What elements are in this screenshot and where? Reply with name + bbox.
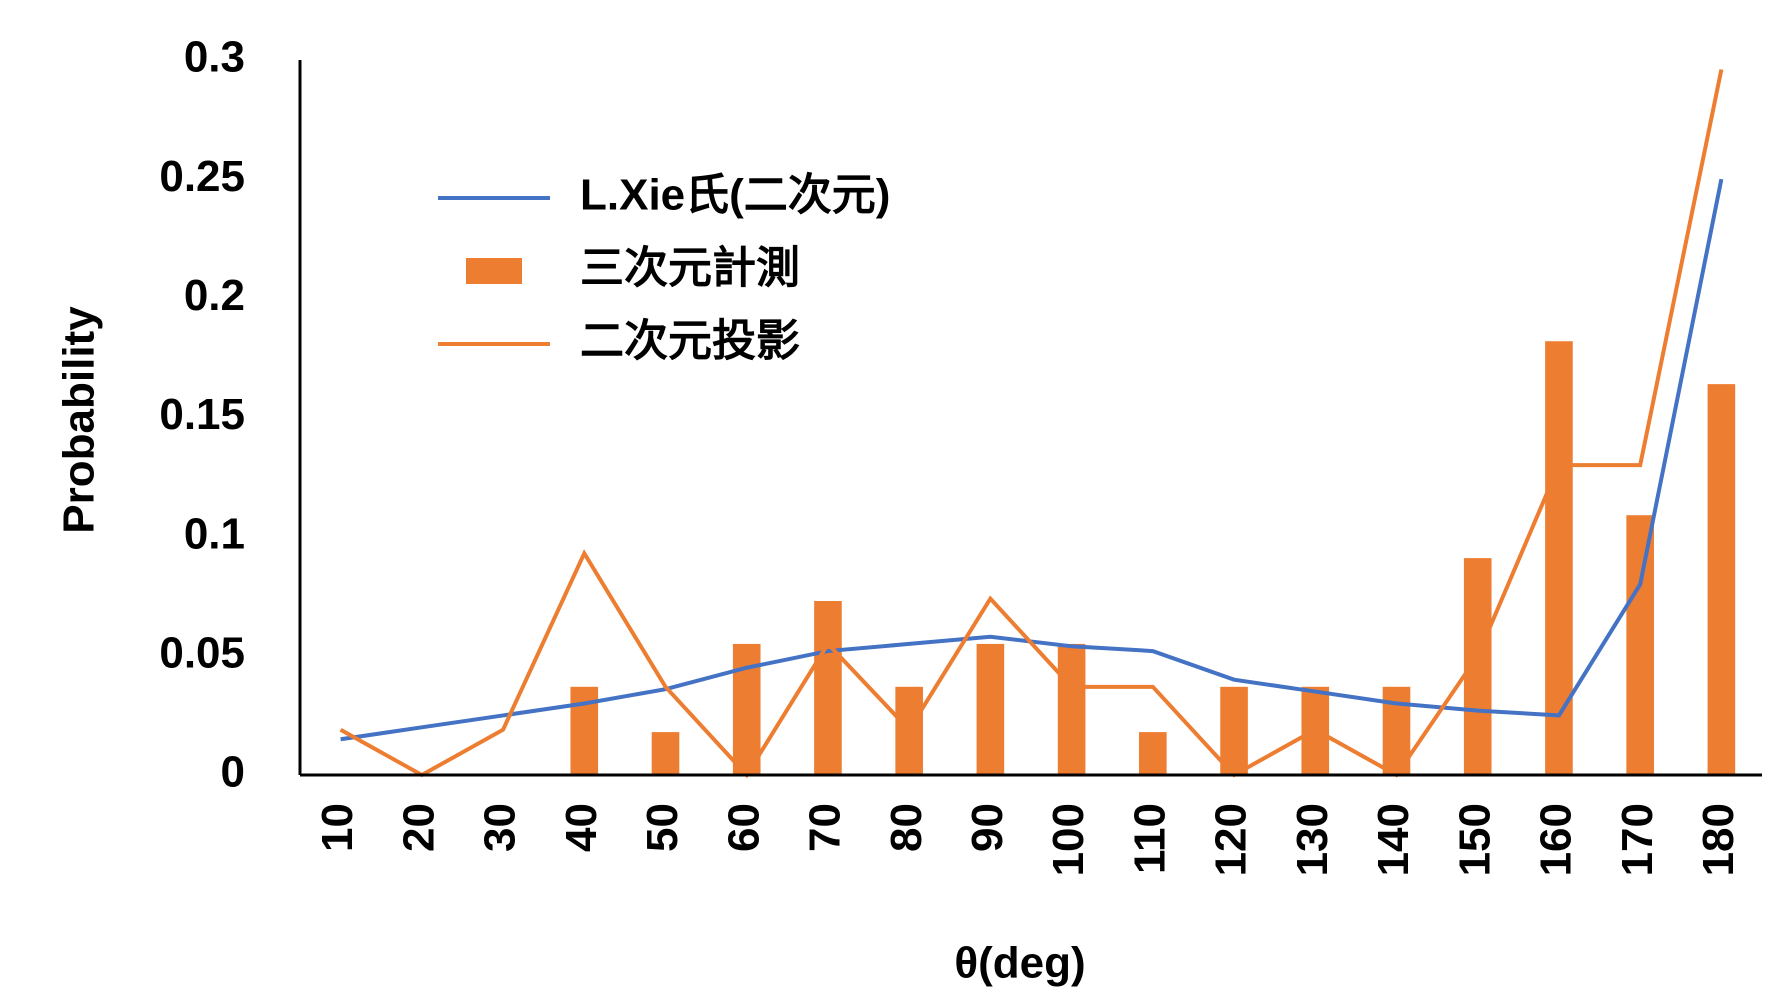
line (339, 69, 1724, 779)
y-axis-title: Probability (55, 306, 104, 534)
x-tick-label: 30 (476, 803, 525, 852)
x-tick-label: 120 (1207, 803, 1256, 876)
y-tick-label: 0 (221, 748, 245, 797)
line (340, 178, 1724, 742)
x-tick-label: 100 (1044, 803, 1093, 876)
bar (1707, 384, 1736, 775)
bar (1545, 341, 1573, 775)
bar (976, 643, 1005, 775)
x-tick-label: 80 (882, 803, 931, 852)
legend-label: 二次元投影 (580, 317, 800, 366)
x-tick-label: 110 (1125, 803, 1174, 874)
y-tick-label: 0.25 (159, 152, 245, 201)
x-tick-label: 50 (638, 803, 687, 852)
x-tick-label: 60 (719, 803, 768, 852)
x-tick-label: 170 (1613, 803, 1662, 876)
y-tick-label: 0.15 (159, 390, 245, 439)
x-tick-label: 140 (1369, 803, 1418, 876)
bar (814, 601, 842, 775)
x-tick-label: 150 (1450, 803, 1499, 876)
x-tick-label: 130 (1288, 803, 1337, 876)
x-tick-label: 20 (394, 803, 443, 852)
legend-swatch (466, 258, 522, 284)
x-tick-label: 160 (1532, 803, 1581, 876)
y-tick-label: 0.3 (184, 33, 245, 82)
bar (651, 732, 680, 775)
bar (732, 643, 761, 775)
y-tick-label: 0.2 (184, 271, 245, 320)
y-tick-label: 0.05 (159, 628, 245, 677)
bar (1057, 643, 1086, 775)
legend-label: L.Xie氏(二次元) (580, 171, 890, 220)
bar (1139, 732, 1167, 775)
x-tick-label: 70 (801, 803, 850, 852)
bar (1220, 686, 1248, 775)
x-tick-label: 180 (1694, 803, 1743, 876)
x-tick-label: 90 (963, 803, 1012, 852)
x-tick-label: 10 (313, 803, 362, 852)
y-tick-label: 0.1 (184, 509, 245, 558)
legend-label: 三次元計測 (580, 244, 800, 293)
x-axis-title: θ(deg) (954, 939, 1085, 988)
x-tick-label: 40 (557, 803, 606, 852)
bar (1626, 515, 1654, 775)
